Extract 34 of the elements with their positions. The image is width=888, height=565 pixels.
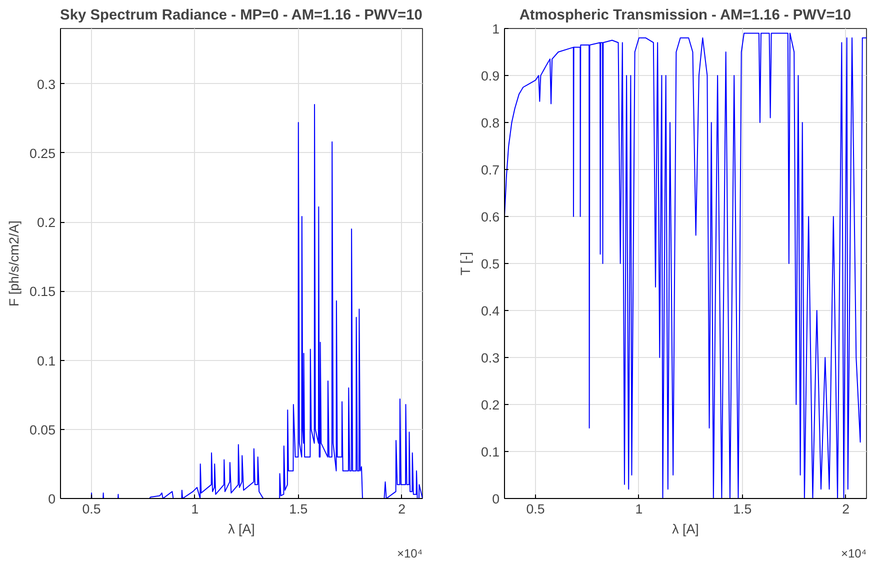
x-axis-title: λ [A] <box>672 522 699 536</box>
y-tick-label: 0.8 <box>480 116 500 130</box>
y-axis-title: T [-] <box>458 252 473 276</box>
y-tick-label: 0.3 <box>36 76 56 92</box>
y-tick-label: 0.25 <box>30 146 56 161</box>
y-tick-label: 0.1 <box>480 444 500 460</box>
y-axis-title: F [ph/s/cm2/A] <box>6 220 22 306</box>
y-tick-label: 1 <box>492 22 500 36</box>
y-tick-label: 0.2 <box>480 398 500 412</box>
y-tick-label: 0.5 <box>480 256 500 272</box>
y-tick-label: 0.6 <box>480 210 500 224</box>
y-tick-label: 0.1 <box>36 353 56 368</box>
y-tick-label: 0.05 <box>30 422 56 438</box>
text: ×10⁴ <box>396 546 423 560</box>
x-tick-label: 0.5 <box>82 502 101 516</box>
x-tick-label: 2 <box>842 502 850 516</box>
x-axis-title: λ [A] <box>228 522 255 536</box>
y-tick-label: 0.3 <box>480 350 500 366</box>
y-tick-label: 0 <box>48 492 56 506</box>
y-tick-label: 0.2 <box>36 215 56 230</box>
x-tick-label: 0.5 <box>526 502 545 516</box>
chart-title: Sky Spectrum Radiance - MP=0 - AM=1.16 - PWV=10 <box>60 8 422 24</box>
x-tick-label: 1.5 <box>733 502 752 516</box>
y-tick-label: 0.15 <box>30 284 56 300</box>
x-tick-label: 1 <box>191 502 199 516</box>
y-tick-label: 0.7 <box>480 162 500 178</box>
text: ×10⁴ <box>840 546 867 560</box>
x-tick-label: 1 <box>635 502 643 516</box>
x-tick-label: 1.5 <box>289 502 308 516</box>
chart-title: Atmospheric Transmission - AM=1.16 - PWV=10 <box>519 8 852 24</box>
y-tick-label: 0.4 <box>480 304 500 318</box>
x-tick-label: 2 <box>398 502 406 516</box>
y-tick-label: 0.9 <box>480 68 500 84</box>
y-tick-label: 0 <box>492 492 500 506</box>
